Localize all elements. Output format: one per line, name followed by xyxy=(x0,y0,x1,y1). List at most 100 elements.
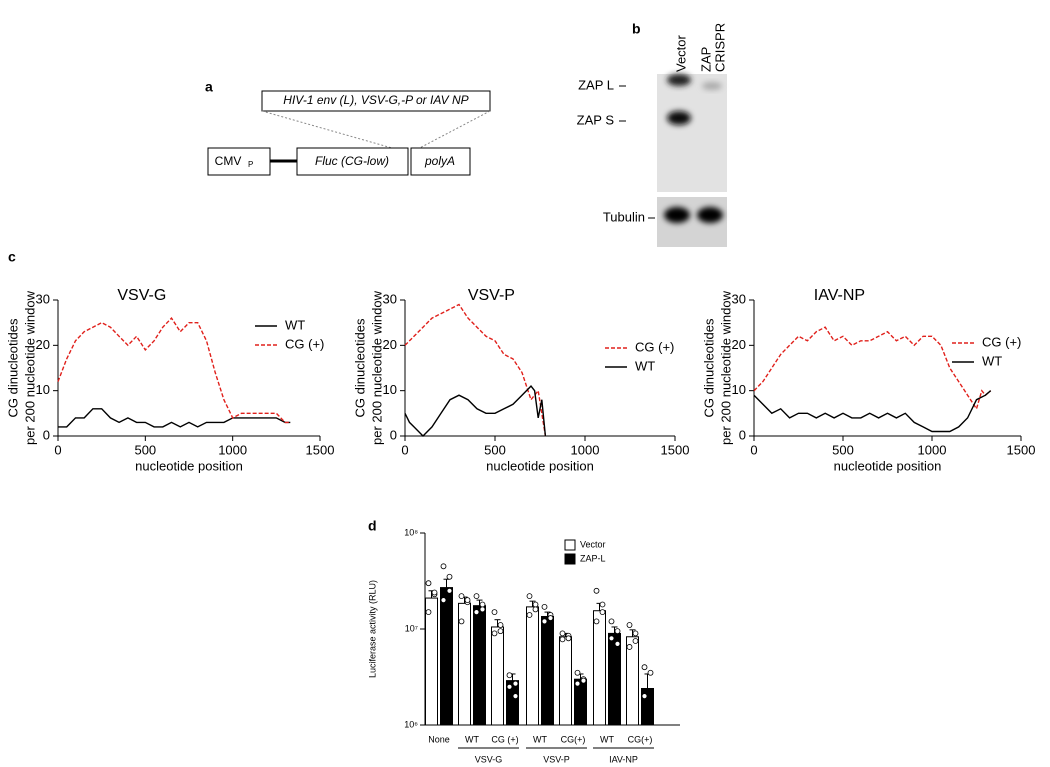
data-point xyxy=(431,589,438,596)
y-axis-label: per 200 nucleotide window xyxy=(22,290,37,445)
data-point xyxy=(532,606,539,613)
band-label: Tubulin xyxy=(603,209,645,224)
series-line xyxy=(753,326,992,411)
x-tick-label: 500 xyxy=(832,442,854,457)
x-tick-label: CG(+) xyxy=(561,734,586,744)
y-tick-label: 0 xyxy=(739,427,746,442)
x-tick-label: 0 xyxy=(54,442,61,457)
blot-membrane xyxy=(657,197,727,247)
data-point xyxy=(641,693,648,700)
x-tick-label: None xyxy=(428,734,450,744)
x-axis-label: nucleotide position xyxy=(135,458,243,473)
promoter-label: CMV xyxy=(215,154,242,168)
x-tick-label: WT xyxy=(600,734,614,744)
data-point xyxy=(559,636,566,643)
y-tick-label: 10 xyxy=(36,382,50,397)
y-tick-label: 10⁸ xyxy=(404,527,418,537)
y-tick-label: 0 xyxy=(43,427,50,442)
panel-label: c xyxy=(8,249,16,265)
data-point xyxy=(491,630,498,637)
promoter-box xyxy=(207,147,271,176)
band xyxy=(702,82,722,90)
data-point xyxy=(647,669,654,676)
data-point xyxy=(593,618,600,625)
y-tick-label: 10⁷ xyxy=(405,623,418,633)
y-tick-label: 10 xyxy=(383,382,397,397)
series-line xyxy=(404,385,547,437)
data-point xyxy=(526,612,533,618)
legend-label: ZAP-L xyxy=(580,553,606,563)
data-point xyxy=(526,593,533,600)
lane-label: ZAP xyxy=(698,47,713,72)
series-line xyxy=(404,303,547,437)
data-point xyxy=(458,593,465,600)
y-axis-label: per 200 nucleotide window xyxy=(369,290,384,445)
legend-label: WT xyxy=(285,317,305,332)
y-tick-label: 20 xyxy=(383,337,397,352)
chart-title: IAV-NP xyxy=(814,287,865,304)
data-point xyxy=(626,622,633,628)
construct-diagram: HIV-1 env (L), VSV-G,-P or IAV NP CMV P … xyxy=(207,90,491,176)
panel-label: d xyxy=(368,518,377,534)
legend-swatch xyxy=(564,553,576,565)
legend-swatch xyxy=(564,539,576,551)
data-point xyxy=(425,609,432,615)
band xyxy=(667,74,691,86)
y-axis-label: Luciferase activity (RLU) xyxy=(367,580,377,678)
data-point xyxy=(446,573,453,580)
x-tick-label: 1000 xyxy=(918,442,947,457)
bar xyxy=(526,606,539,726)
band xyxy=(667,111,691,125)
data-point xyxy=(614,628,621,635)
x-tick-label: WT xyxy=(533,734,547,744)
y-axis-label: per 200 nucleotide window xyxy=(718,290,733,445)
x-tick-label: 1500 xyxy=(306,442,335,457)
x-axis-label: nucleotide position xyxy=(834,458,942,473)
bar xyxy=(626,636,639,726)
data-point xyxy=(497,622,504,628)
y-tick-label: 30 xyxy=(732,291,746,306)
data-point xyxy=(512,693,519,700)
group-label: VSV-P xyxy=(543,754,570,764)
legend-label: CG (+) xyxy=(285,336,324,351)
data-point xyxy=(541,603,548,610)
data-point xyxy=(425,580,432,587)
x-tick-label: CG (+) xyxy=(491,734,518,744)
blot-membrane xyxy=(657,74,727,192)
x-tick-label: 1500 xyxy=(1007,442,1036,457)
band-label: ZAP S xyxy=(577,112,615,127)
bar xyxy=(541,615,554,726)
data-point xyxy=(626,644,633,650)
series-line xyxy=(58,408,291,428)
gene-label: Fluc (CG-low) xyxy=(315,154,389,168)
data-point xyxy=(491,609,498,615)
bar xyxy=(473,605,486,726)
y-axis-label: CG dinucleotides xyxy=(701,318,716,417)
data-point xyxy=(479,601,486,608)
legend-label: Vector xyxy=(580,539,606,549)
band-label: ZAP L xyxy=(578,77,614,92)
data-point xyxy=(512,680,519,687)
data-point xyxy=(608,618,615,625)
connector xyxy=(261,110,407,153)
lane-label: CRISPR xyxy=(712,23,727,72)
y-tick-label: 20 xyxy=(36,337,50,352)
data-point xyxy=(440,597,447,604)
data-point xyxy=(574,680,581,687)
data-point xyxy=(532,601,539,608)
chart-title: VSV-G xyxy=(117,287,166,304)
insert-label: HIV-1 env (L), VSV-G,-P or IAV NP xyxy=(283,93,468,107)
x-tick-label: 500 xyxy=(134,442,156,457)
x-tick-label: CG(+) xyxy=(628,734,653,744)
series-line xyxy=(753,390,992,433)
y-tick-label: 20 xyxy=(732,337,746,352)
data-point xyxy=(473,593,480,600)
bar xyxy=(440,587,453,726)
lane-label: Vector xyxy=(673,34,688,72)
data-point xyxy=(464,597,471,604)
data-point xyxy=(506,672,513,679)
data-point xyxy=(599,601,606,608)
y-tick-label: 0 xyxy=(390,427,397,442)
data-point xyxy=(506,683,513,690)
